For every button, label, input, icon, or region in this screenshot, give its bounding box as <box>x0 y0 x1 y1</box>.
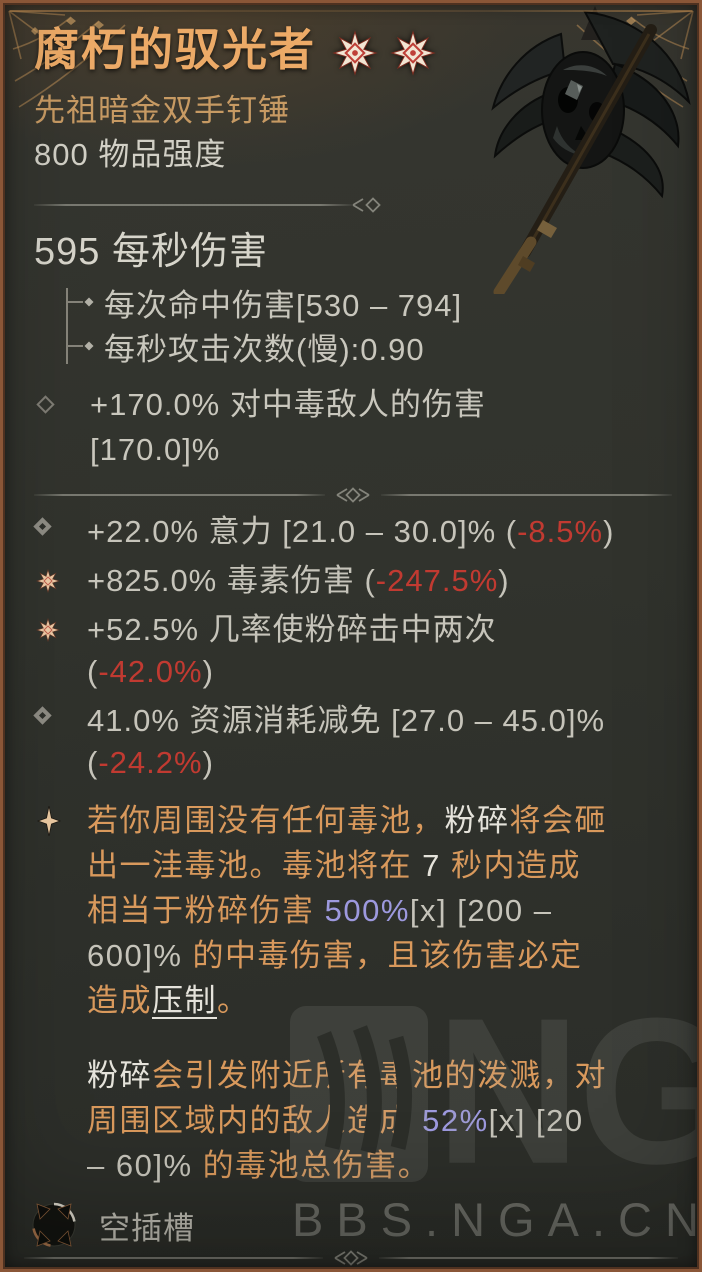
divider-line <box>381 494 672 496</box>
divider-ornament-icon <box>334 1250 368 1266</box>
socket-label: 空插槽 <box>99 1210 195 1246</box>
affix-text: +825.0% 毒素伤害 (-247.5%) <box>87 560 510 602</box>
affix-value: +825.0% 毒素伤害 ( <box>87 563 376 598</box>
affix-delta: -8.5% <box>517 514 604 549</box>
rank-star-icon <box>332 30 378 76</box>
text-run: [x] [200 – 600]% <box>87 893 553 973</box>
affix-row: +52.5% 几率使粉碎击中两次 (-42.0%) <box>34 609 672 693</box>
dps-line: 595 每秒伤害 <box>34 231 268 273</box>
empty-socket-icon <box>32 1202 76 1247</box>
text-run: 的中毒伤害，且该伤害必定造成 <box>87 938 583 1018</box>
affix-text: +22.0% 意力 [21.0 – 30.0]% (-8.5%) <box>87 511 614 553</box>
branch-rail <box>66 288 68 364</box>
inner-border-line <box>10 10 692 12</box>
affix-value: 41.0% 资源消耗减免 [27.0 – 45.0]% ( <box>87 703 606 780</box>
weapon-artwork-mace <box>491 6 691 294</box>
socket-row: 空插槽 <box>25 1196 672 1254</box>
affix-value: +52.5% 几率使粉碎击中两次 ( <box>87 612 497 689</box>
affix-close: ) <box>202 654 214 689</box>
affix-delta: -42.0% <box>98 654 203 689</box>
unique-effect-paragraph: 若你周围没有任何毒池，粉碎将会砸出一洼毒池。毒池将在 7 秒内造成相当于粉碎伤害… <box>87 798 607 1023</box>
affix-close: ) <box>498 563 510 598</box>
affix-row: 41.0% 资源消耗减免 [27.0 – 45.0]% (-24.2%) <box>33 700 672 784</box>
affix-value: +22.0% 意力 [21.0 – 30.0]% ( <box>87 514 518 549</box>
corner-filigree-icon <box>8 10 126 108</box>
bullet-column <box>34 798 87 1023</box>
implicit-affix-text: +170.0% 对中毒敌人的伤害 [170.0]% <box>90 387 486 467</box>
affix-close: ) <box>202 745 214 780</box>
branch-tick-icon <box>66 337 96 355</box>
affix-text: +52.5% 几率使粉碎击中两次 (-42.0%) <box>87 609 632 693</box>
text-run: 500% <box>324 893 410 928</box>
affix-row: +22.0% 意力 [21.0 – 30.0]% (-8.5%) <box>33 511 672 553</box>
branch-tick-icon <box>66 293 96 311</box>
divider-ornament-icon <box>336 487 370 503</box>
weapon-stat-text: 每次命中伤害[530 – 794] <box>104 287 463 323</box>
weapon-stat-text: 每秒攻击次数(慢):0.90 <box>104 331 425 367</box>
affix-row: +825.0% 毒素伤害 (-247.5%) <box>34 560 672 602</box>
text-run: 。 <box>217 983 250 1018</box>
diamond-icon <box>33 517 52 536</box>
four-point-sparkle-icon <box>36 806 62 836</box>
text-run: 的毒池总伤害。 <box>202 1148 431 1183</box>
eight-point-star-icon <box>36 569 60 593</box>
bullet-column <box>33 511 87 553</box>
divider-line <box>34 494 325 496</box>
affix-text: 41.0% 资源消耗减免 [27.0 – 45.0]% (-24.2%) <box>87 700 632 784</box>
item-title: 腐朽的驭光者 <box>34 23 317 76</box>
affix-close: ) <box>603 514 615 549</box>
bullet-column <box>34 560 87 602</box>
weapon-stat-row: 每次命中伤害[530 – 794] <box>66 280 672 324</box>
implicit-affix-row: +170.0% 对中毒敌人的伤害 [170.0]% <box>34 382 672 472</box>
divider-line <box>379 1257 678 1259</box>
text-run: 压制 <box>152 983 217 1018</box>
unique-effect-paragraph: 粉碎会引发附近所有毒池的泼溅，对周围区域内的敌人造成 52%[x] [20 – … <box>87 1053 607 1188</box>
text-run: 7 <box>422 848 441 883</box>
rank-star-icon <box>390 30 436 76</box>
text-run: 粉碎 <box>444 803 510 838</box>
section-divider <box>34 486 672 504</box>
divider-line <box>24 1257 323 1259</box>
rank-stars <box>332 24 436 76</box>
text-run: 若你周围没有任何毒池， <box>87 803 445 838</box>
diamond-icon <box>36 395 55 414</box>
text-run: 粉碎 <box>87 1058 152 1093</box>
bullet-column <box>34 382 90 472</box>
bullet-column <box>33 700 87 784</box>
text-run: [x] [20 – 60]% <box>87 1103 584 1183</box>
text-run: 将会砸出一洼毒池。毒池将在 <box>87 803 607 883</box>
divider-ornament-icon <box>352 197 381 213</box>
divider-line <box>34 204 352 206</box>
item-power: 800 物品强度 <box>34 137 227 172</box>
eight-point-star-icon <box>36 618 60 642</box>
bullet-column <box>34 609 87 693</box>
unique-effect-row: 若你周围没有任何毒池，粉碎将会砸出一洼毒池。毒池将在 7 秒内造成相当于粉碎伤害… <box>34 798 672 1023</box>
weapon-stats-group: 每次命中伤害[530 – 794] 每秒攻击次数(慢):0.90 <box>34 280 672 368</box>
diamond-icon <box>33 706 52 725</box>
text-run: 52% <box>422 1103 489 1138</box>
weapon-stat-row: 每秒攻击次数(慢):0.90 <box>66 324 672 368</box>
title-row: 腐朽的驭光者 <box>34 24 672 76</box>
section-divider <box>34 196 386 214</box>
affix-delta: -24.2% <box>98 745 203 780</box>
bottom-divider <box>24 1249 678 1267</box>
text-run: 秒内造成相当于粉碎伤害 <box>87 848 581 928</box>
affix-delta: -247.5% <box>375 563 499 598</box>
item-type-line: 先祖暗金双手钉锤 <box>34 93 290 128</box>
